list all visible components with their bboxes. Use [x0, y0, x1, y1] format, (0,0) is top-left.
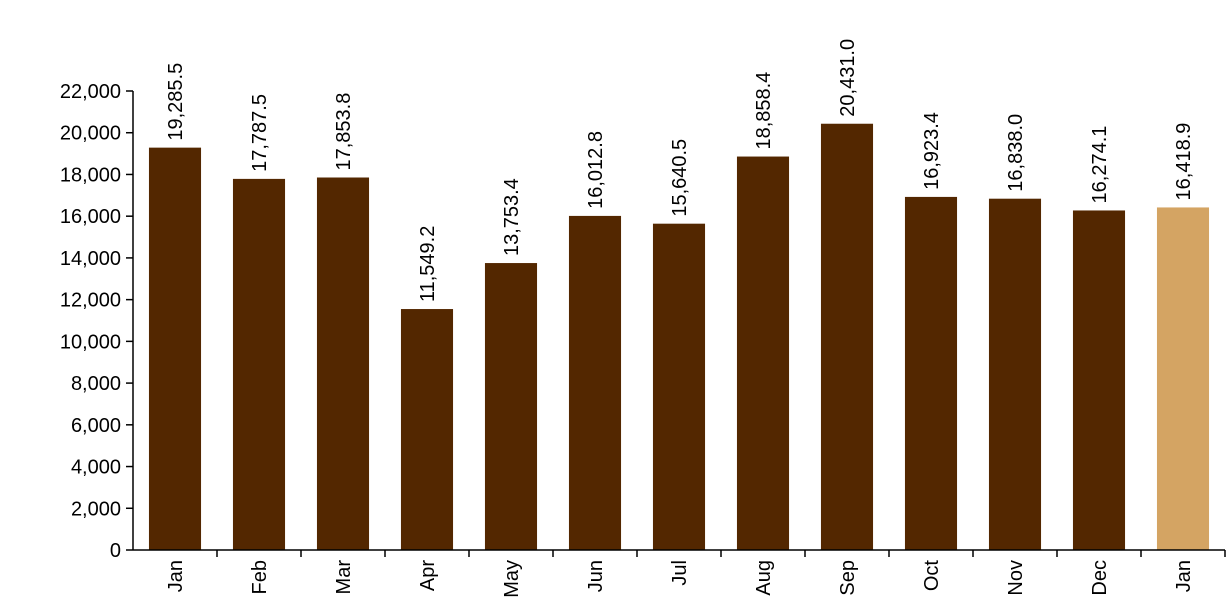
bar — [317, 178, 369, 550]
bar — [1073, 210, 1125, 550]
data-label: 11,549.2 — [417, 226, 439, 302]
y-tick-label: 0 — [110, 540, 121, 562]
x-tick-label: May — [501, 560, 523, 598]
x-tick-label: Aug — [753, 560, 775, 596]
x-tick-label: Dec — [1089, 560, 1111, 596]
bar — [485, 263, 537, 550]
y-tick-label: 10,000 — [60, 331, 121, 353]
y-tick-label: 4,000 — [71, 457, 121, 479]
bar — [1157, 207, 1209, 550]
x-tick-label: Jul — [669, 560, 691, 586]
data-label: 17,787.5 — [249, 94, 271, 172]
x-tick-label: Nov — [1005, 560, 1027, 596]
bar — [821, 124, 873, 550]
y-tick-label: 20,000 — [60, 123, 121, 145]
x-tick-label: Mar — [333, 560, 355, 595]
data-label: 13,753.4 — [501, 178, 523, 256]
y-tick-label: 8,000 — [71, 373, 121, 395]
data-label: 19,285.5 — [165, 63, 187, 141]
y-axis: 0 2,000 4,000 6,000 8,000 10,000 12,000 14,000 1… — [60, 81, 133, 562]
bar — [569, 216, 621, 550]
x-axis: Jan Feb Mar Apr May Jun Jul Aug Sep Oct Nov Dec Jan — [133, 550, 1225, 598]
bar — [401, 309, 453, 550]
y-tick-label: 14,000 — [60, 248, 121, 270]
data-label: 18,858.4 — [753, 72, 775, 150]
x-tick-label: Jun — [585, 560, 607, 592]
x-tick-label: Apr — [417, 560, 439, 591]
bar — [905, 197, 957, 550]
data-label: 16,012.8 — [585, 131, 607, 209]
data-label: 16,274.1 — [1089, 126, 1111, 204]
data-label: 16,923.4 — [921, 112, 943, 190]
x-tick-label: Jan — [1173, 560, 1195, 592]
y-tick-label: 18,000 — [60, 164, 121, 186]
x-tick-label: Jan — [165, 560, 187, 592]
x-tick-label: Sep — [837, 560, 859, 596]
x-tick-label: Oct — [921, 560, 943, 592]
data-label: 20,431.0 — [837, 39, 859, 117]
y-tick-label: 16,000 — [60, 206, 121, 228]
bar — [989, 199, 1041, 550]
x-tick-label: Feb — [249, 560, 271, 594]
y-tick-label: 2,000 — [71, 498, 121, 520]
bar — [737, 157, 789, 550]
data-label: 15,640.5 — [669, 139, 691, 217]
y-tick-label: 22,000 — [60, 81, 121, 103]
y-tick-label: 6,000 — [71, 415, 121, 437]
bar — [233, 179, 285, 550]
bar — [149, 148, 201, 550]
data-label: 16,418.9 — [1173, 123, 1195, 201]
data-label: 17,853.8 — [333, 93, 355, 171]
y-tick-label: 12,000 — [60, 290, 121, 312]
bar — [653, 224, 705, 550]
data-label: 16,838.0 — [1005, 114, 1027, 192]
bars: 19,285.5 17,787.5 17,853.8 11,549.2 13,753.4… — [149, 39, 1209, 550]
